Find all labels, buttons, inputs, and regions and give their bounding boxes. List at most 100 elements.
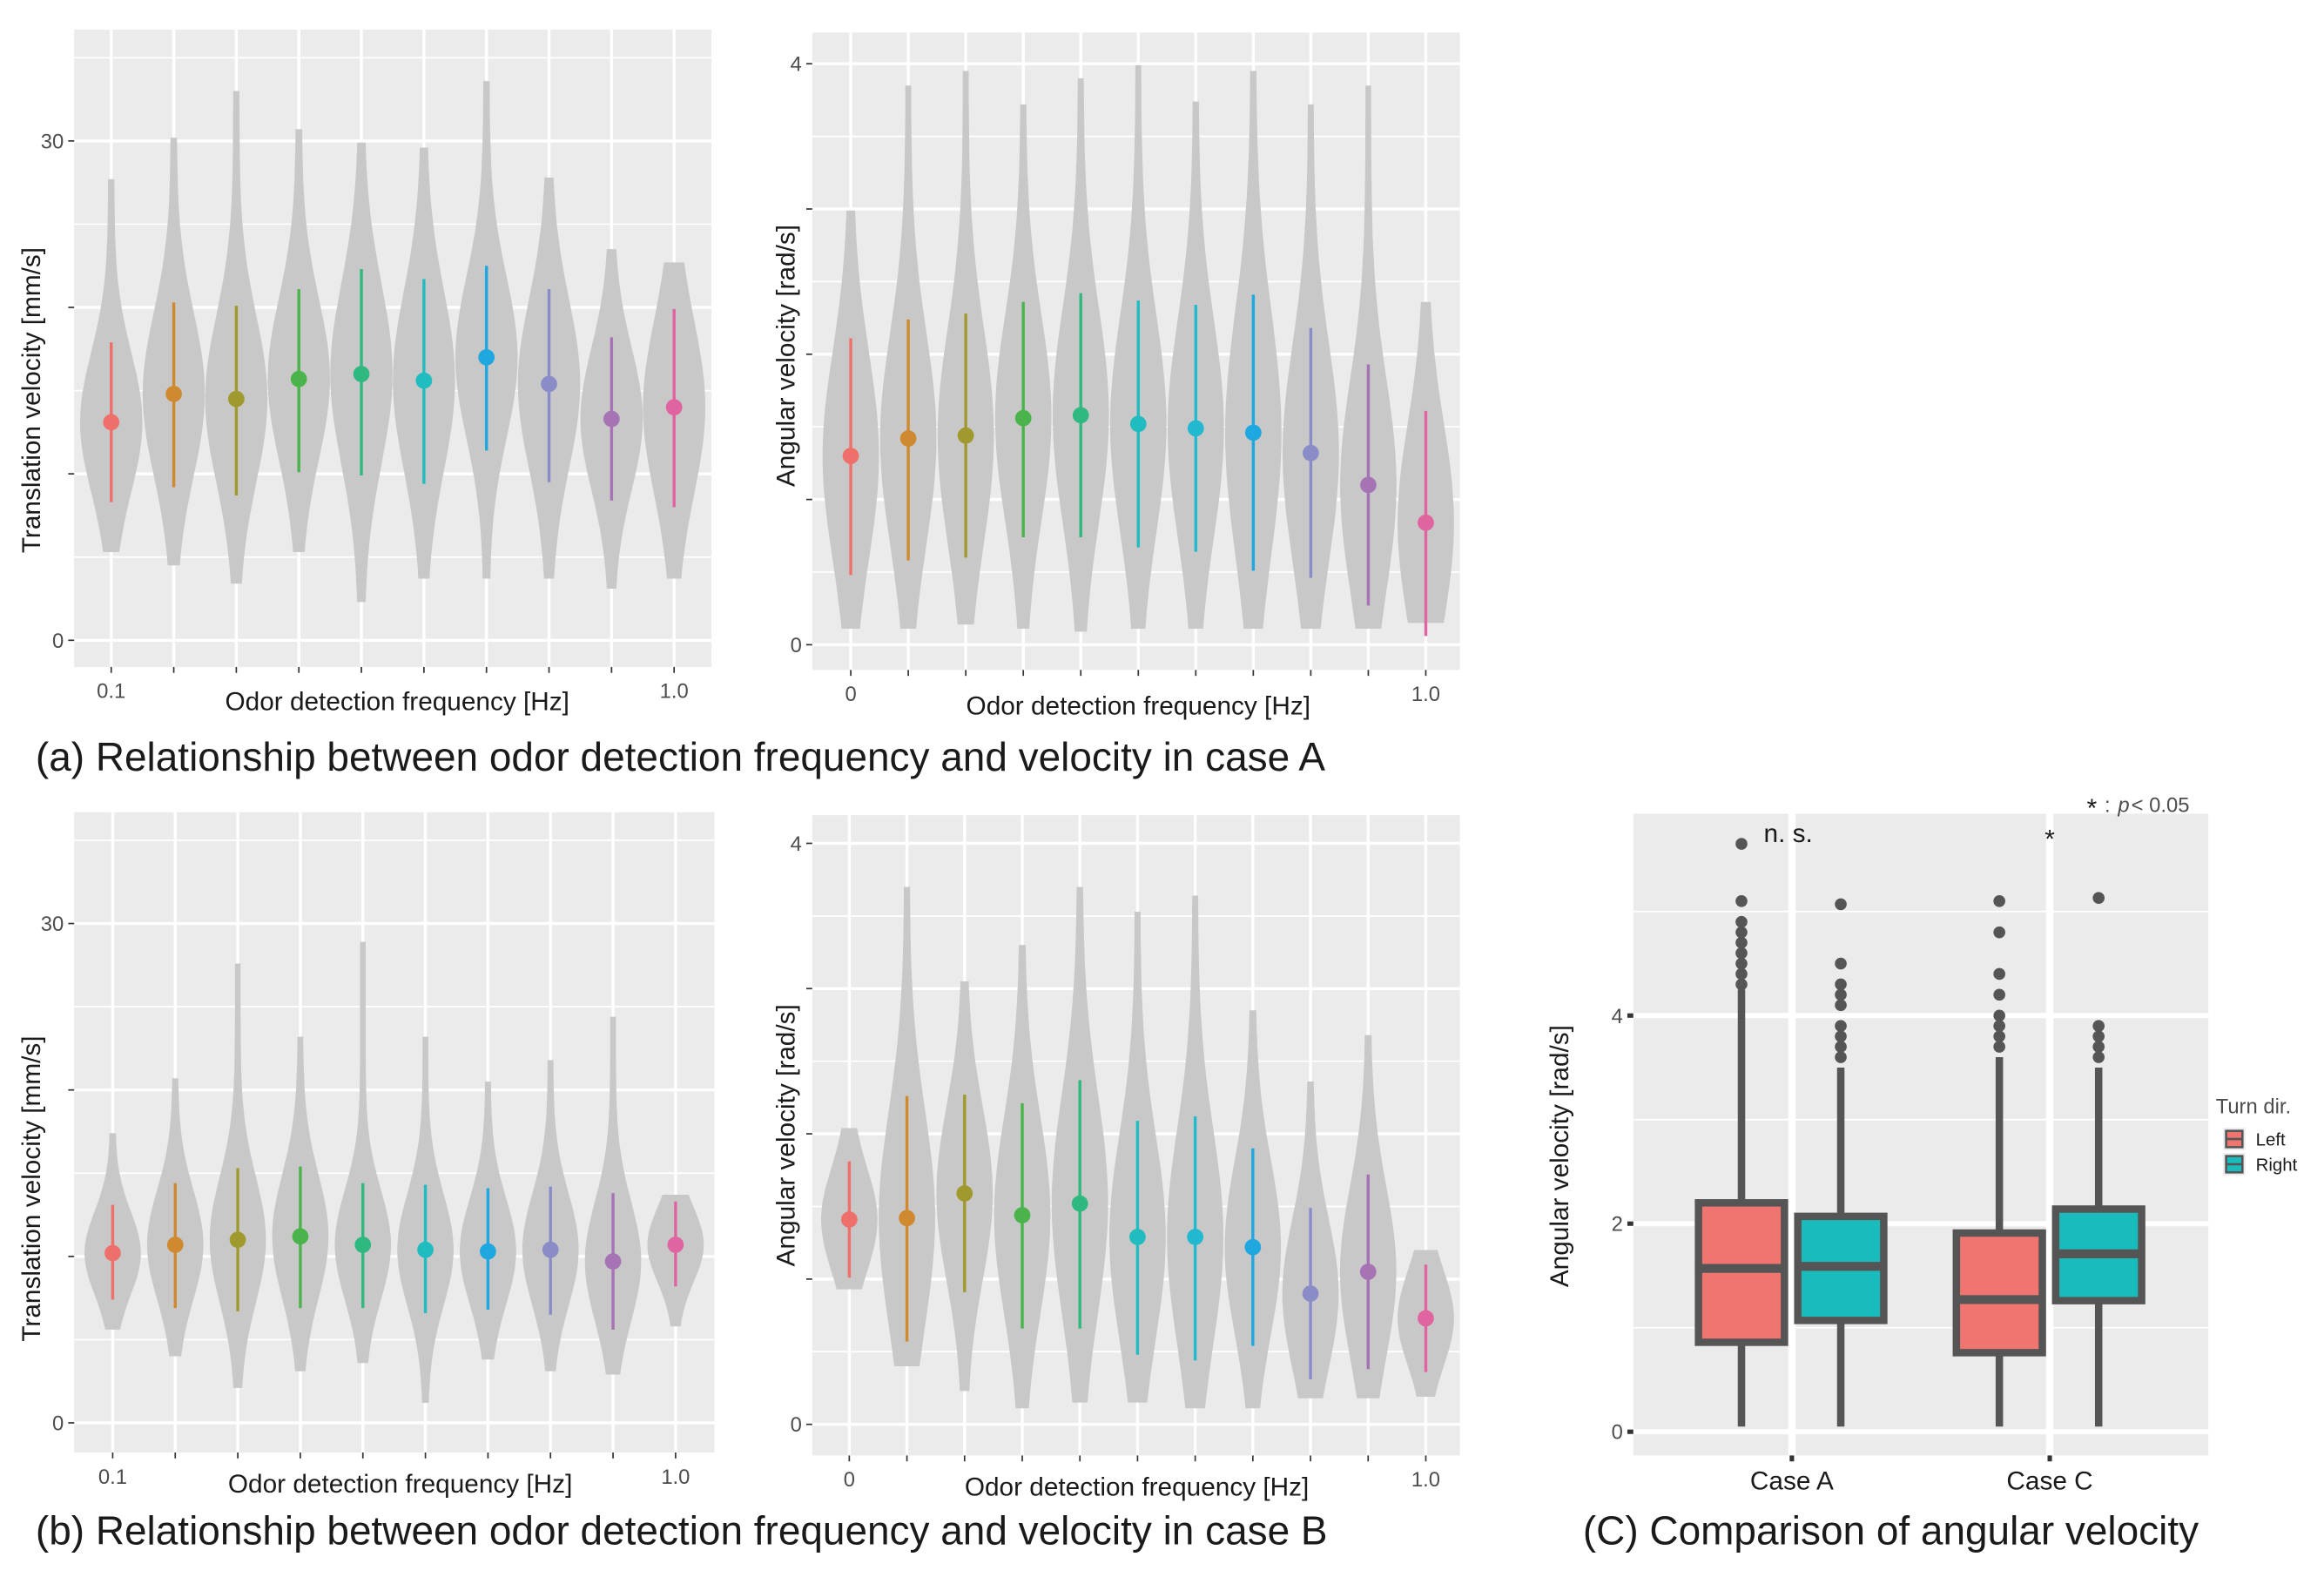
x-tick-label: Case C xyxy=(2006,1467,2092,1496)
mean-point xyxy=(292,1228,309,1245)
caption-a: (a) Relationship between odor detection … xyxy=(36,734,1325,779)
outlier-point xyxy=(1735,895,1748,907)
mean-point xyxy=(541,375,557,393)
outlier-point xyxy=(1735,978,1748,991)
x-tick-label: 1.0 xyxy=(661,1466,690,1489)
note-colon: : xyxy=(2105,794,2111,818)
mean-point xyxy=(1418,514,1434,531)
mean-point xyxy=(1129,415,1147,433)
legend-label-right: Right xyxy=(2256,1156,2298,1176)
y-axis-title: Angular velocity [rad/s] xyxy=(1546,1025,1574,1287)
outlier-point xyxy=(1835,1020,1847,1033)
mean-point xyxy=(542,1241,559,1258)
y-tick-label: 30 xyxy=(41,130,64,153)
mean-point xyxy=(228,390,245,408)
mean-point xyxy=(1187,1229,1203,1245)
mean-point xyxy=(667,1237,684,1253)
legend-title: Turn dir. xyxy=(2216,1095,2291,1118)
outlier-point xyxy=(1735,915,1748,928)
x-tick-label: 0.1 xyxy=(97,680,125,704)
mean-point xyxy=(841,1211,858,1228)
mean-point xyxy=(165,386,182,402)
mean-point xyxy=(604,1253,622,1270)
outlier-point xyxy=(2092,892,2105,905)
outlier-point xyxy=(2092,1030,2105,1042)
y-axis-title: Angular velocity [rad/s] xyxy=(771,225,800,487)
mean-point xyxy=(1302,1285,1319,1302)
outlier-point xyxy=(1835,1051,1847,1063)
mean-point xyxy=(103,414,120,431)
mean-point xyxy=(957,427,974,444)
annotation-significant: * xyxy=(2044,826,2055,854)
x-axis-title: Odor detection frequency [Hz] xyxy=(228,1470,572,1499)
outlier-point xyxy=(1835,999,1847,1012)
chart-a_translation xyxy=(68,30,712,673)
mean-point xyxy=(417,1241,434,1258)
x-axis-title: Odor detection frequency [Hz] xyxy=(965,1473,1309,1501)
x-axis-title: Odor detection frequency [Hz] xyxy=(967,691,1310,720)
y-axis-title: Translation velocity [mm/s] xyxy=(17,247,46,553)
annotation-ns: n. s. xyxy=(1764,819,1813,848)
y-tick-label: 0 xyxy=(1612,1421,1623,1445)
outlier-point xyxy=(1835,988,1847,1001)
chart-c_comparison xyxy=(1627,813,2246,1462)
outlier-point xyxy=(1835,1030,1847,1042)
mean-point xyxy=(842,448,859,464)
outlier-point xyxy=(1735,967,1748,981)
note-threshold: < 0.05 xyxy=(2132,794,2190,818)
outlier-point xyxy=(2092,1020,2105,1033)
mean-point xyxy=(478,348,495,366)
y-tick-label: 2 xyxy=(1612,1213,1623,1237)
chart-a_angular xyxy=(806,32,1460,677)
outlier-point xyxy=(1993,926,2005,939)
outlier-point xyxy=(1835,1041,1847,1053)
outlier-point xyxy=(1735,947,1748,960)
mean-point xyxy=(1072,407,1089,424)
y-tick-label: 0 xyxy=(791,1413,802,1437)
mean-point xyxy=(353,366,370,382)
x-tick-label: 1.0 xyxy=(660,680,689,704)
mean-point xyxy=(899,1210,915,1227)
outlier-point xyxy=(1835,978,1847,991)
chart-b_translation xyxy=(68,812,715,1459)
y-tick-label: 4 xyxy=(791,832,802,856)
mean-point xyxy=(956,1185,973,1202)
outlier-point xyxy=(1993,1041,2005,1053)
mean-point xyxy=(1303,444,1319,462)
outlier-point xyxy=(1993,988,2005,1001)
mean-point xyxy=(1244,424,1262,441)
mean-point xyxy=(603,410,620,428)
y-tick-label: 4 xyxy=(1612,1005,1623,1028)
violin xyxy=(334,941,392,1364)
mean-point xyxy=(1359,1264,1377,1280)
y-axis-title: Translation velocity [mm/s] xyxy=(17,1035,46,1341)
mean-point xyxy=(1418,1310,1434,1327)
mean-point xyxy=(229,1231,246,1249)
outlier-point xyxy=(1735,936,1748,949)
mean-point xyxy=(290,370,307,388)
x-tick-label: Case A xyxy=(1750,1467,1834,1496)
y-axis-title: Angular velocity [rad/s] xyxy=(771,1004,800,1266)
x-tick-label: 0.1 xyxy=(98,1466,127,1489)
outlier-point xyxy=(1993,1030,2005,1042)
outlier-point xyxy=(1835,957,1847,970)
outlier-point xyxy=(2092,1041,2105,1053)
y-tick-label: 0 xyxy=(52,1412,64,1435)
outlier-point xyxy=(1993,1020,2005,1033)
caption-c: (C) Comparison of angular velocity xyxy=(1583,1508,2199,1553)
plot-panel xyxy=(1633,813,2209,1456)
mean-point xyxy=(104,1244,121,1262)
mean-point xyxy=(1014,409,1032,427)
box-left xyxy=(1952,1229,2046,1357)
outlier-point xyxy=(1835,898,1847,911)
mean-point xyxy=(1071,1195,1088,1212)
x-tick-label: 0 xyxy=(844,1468,855,1492)
mean-point xyxy=(1360,476,1377,494)
violin xyxy=(1340,85,1397,630)
outlier-point xyxy=(1993,895,2005,907)
note-star: * xyxy=(2087,794,2098,823)
x-axis-title: Odor detection frequency [Hz] xyxy=(226,687,569,716)
y-tick-label: 30 xyxy=(41,913,64,936)
chart-b_angular xyxy=(806,815,1460,1462)
y-tick-label: 0 xyxy=(52,630,64,653)
